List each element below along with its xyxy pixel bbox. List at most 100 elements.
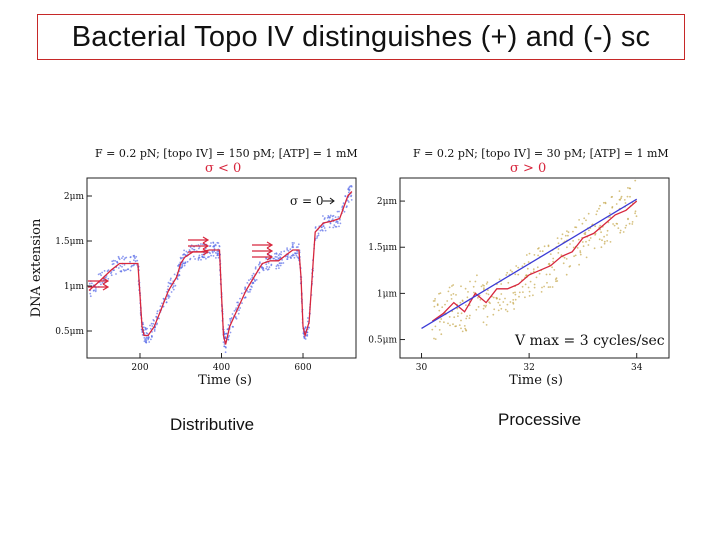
data-point (629, 187, 632, 190)
data-point (237, 312, 240, 315)
data-point (337, 216, 340, 218)
data-point (290, 254, 293, 257)
data-point (631, 223, 634, 225)
data-point (477, 306, 480, 308)
data-point (251, 274, 254, 277)
data-point (214, 252, 217, 254)
data-point (466, 315, 468, 317)
data-point (146, 327, 149, 330)
data-point (170, 291, 173, 293)
data-point (453, 316, 456, 319)
data-point (565, 258, 568, 260)
data-point (552, 257, 555, 260)
data-point (594, 225, 597, 228)
data-point (532, 270, 535, 273)
data-point (514, 273, 517, 276)
data-point (317, 232, 320, 235)
data-point (443, 321, 445, 324)
data-point (95, 289, 97, 291)
data-point (496, 297, 498, 300)
data-point (533, 254, 536, 256)
data-point (112, 269, 115, 272)
data-point (532, 294, 534, 297)
data-point (323, 227, 326, 229)
data-point (237, 301, 239, 304)
right-chart: F = 0.2 pN; [topo IV] = 30 pM; [ATP] = 1… (368, 147, 670, 388)
data-point (431, 328, 434, 331)
data-point (581, 241, 584, 243)
data-point (147, 338, 150, 341)
data-point (291, 243, 294, 246)
data-point (120, 270, 123, 273)
data-point (492, 313, 495, 316)
y-tick-label: 1.5μm (55, 237, 84, 247)
data-point (321, 229, 323, 231)
data-point (620, 195, 623, 198)
data-point (183, 249, 186, 252)
data-point (121, 265, 123, 268)
data-point (171, 286, 174, 289)
data-point (347, 191, 350, 194)
data-point (560, 237, 563, 240)
data-point (101, 271, 103, 274)
data-point (514, 293, 517, 296)
data-point (99, 272, 102, 275)
data-point (598, 238, 601, 241)
data-point (583, 217, 586, 220)
data-point (201, 253, 204, 256)
data-point (198, 254, 201, 257)
data-point (213, 250, 216, 253)
data-point (460, 327, 462, 330)
data-point (473, 291, 475, 294)
data-point (117, 267, 120, 269)
data-point (133, 259, 135, 262)
data-point (123, 258, 126, 261)
y-tick-label: 1μm (377, 289, 398, 299)
data-point (172, 285, 175, 288)
data-point (324, 217, 326, 219)
data-point (554, 278, 557, 281)
data-point (577, 238, 580, 241)
data-point (557, 242, 560, 245)
data-point (314, 226, 317, 228)
data-point (596, 210, 599, 213)
data-point (192, 255, 195, 258)
data-point (457, 315, 459, 317)
data-point (279, 262, 281, 264)
data-point (609, 241, 612, 243)
data-point (89, 292, 92, 295)
data-point (332, 214, 335, 217)
data-point (91, 282, 93, 285)
data-point (457, 312, 459, 315)
data-point (600, 246, 603, 249)
data-point (180, 267, 183, 269)
data-point (249, 278, 252, 280)
right-header-conditions: F = 0.2 pN; [topo IV] = 30 pM; [ATP] = 1… (413, 147, 669, 160)
data-point (328, 226, 331, 229)
data-point (307, 320, 309, 323)
data-point (322, 215, 324, 217)
data-point (438, 329, 441, 331)
data-point (551, 266, 553, 269)
y-tick-label: 2μm (64, 192, 85, 202)
data-point (433, 305, 436, 308)
series-line (431, 200, 638, 322)
data-point (552, 260, 554, 263)
data-point (122, 268, 125, 271)
data-point (287, 250, 290, 252)
data-point (458, 324, 461, 326)
data-point (548, 262, 551, 265)
data-point (174, 284, 177, 287)
data-point (549, 273, 551, 276)
data-point (528, 290, 531, 293)
data-point (277, 264, 280, 267)
data-point (557, 252, 560, 254)
data-point (464, 287, 467, 290)
data-point (169, 279, 172, 281)
data-point (101, 281, 104, 284)
data-point (319, 229, 322, 232)
data-point (528, 295, 531, 297)
data-point (306, 335, 309, 337)
data-point (452, 323, 454, 326)
data-point (152, 319, 155, 321)
